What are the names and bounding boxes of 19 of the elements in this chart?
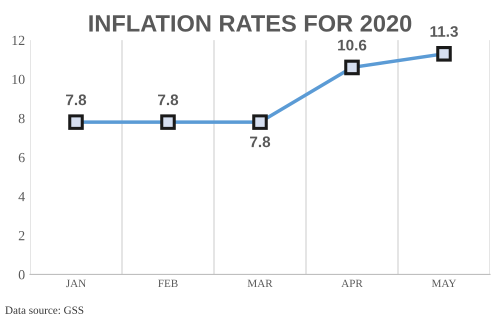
data-label: 7.8 [250,136,270,148]
x-tick-label: FEB [158,280,178,288]
data-label: 11.3 [430,26,458,37]
data-label: 7.8 [158,94,178,106]
y-tick-label: 12 [12,36,24,45]
x-tick-label: JAN [66,280,86,288]
data-label: 7.8 [66,94,86,106]
x-tick-label: APR [341,280,363,288]
chart-title: INFLATION RATES FOR 2020 [89,15,412,32]
y-tick-label: 4 [18,192,25,202]
x-tick-label: MAY [432,280,456,288]
data-label: 10.6 [338,40,366,51]
y-tick-label: 2 [18,231,24,240]
y-tick-label: 10 [12,74,25,84]
y-tick-label: 8 [18,114,25,124]
x-tick-label: MAR [248,280,273,288]
source-note: Data source: GSS [5,306,84,314]
y-tick-label: 6 [18,152,25,162]
y-tick-label: 0 [18,270,25,280]
